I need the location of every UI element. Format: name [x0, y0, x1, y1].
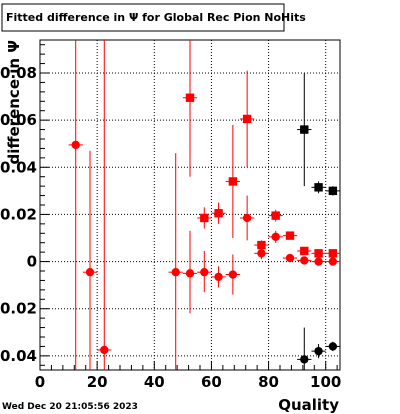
- data-point-square: [242, 114, 252, 124]
- y-axis-title: difference in Ψ: [5, 40, 23, 165]
- data-point-circle: [185, 269, 195, 278]
- data-point-square: [214, 209, 223, 218]
- data-point-circle: [242, 213, 252, 223]
- data-point-circle: [285, 253, 295, 263]
- data-point-square: [200, 213, 209, 223]
- data-point-circle: [328, 257, 338, 266]
- y-tick-label: 0: [27, 253, 37, 271]
- data-point-circle: [214, 272, 223, 282]
- y-tick-label: 0.04: [0, 158, 37, 176]
- data-point-square: [314, 249, 323, 258]
- data-point-circle: [200, 267, 209, 277]
- data-point-square: [271, 211, 280, 220]
- y-tick-label: -0.02: [0, 300, 37, 318]
- data-point-circle: [314, 346, 323, 356]
- title-frame: [1, 3, 285, 32]
- data-point-square: [300, 125, 309, 134]
- data-point-circle: [171, 267, 180, 277]
- x-tick-label: 20: [87, 373, 108, 391]
- data-point-circle: [271, 232, 280, 242]
- data-point-circle: [300, 256, 309, 265]
- x-tick-label: 60: [201, 373, 222, 391]
- y-tick-label: 0.02: [0, 205, 37, 223]
- data-point-square: [314, 183, 323, 192]
- data-point-circle: [314, 257, 323, 266]
- x-axis-title: Quality: [278, 396, 339, 414]
- x-tick-label: 40: [144, 373, 165, 391]
- x-tick-label: 80: [258, 373, 279, 391]
- y-tick-label: -0.04: [0, 347, 37, 365]
- data-point-square: [228, 177, 238, 186]
- data-point-square: [257, 240, 266, 250]
- data-point-circle: [100, 345, 109, 355]
- data-point-square: [328, 249, 338, 258]
- x-tick-label: 0: [35, 373, 45, 391]
- data-point-circle: [71, 140, 80, 150]
- data-points: [68, 40, 340, 370]
- title-box: Fitted difference in Ψ for Global Rec Pi…: [1, 3, 306, 32]
- data-point-square: [185, 93, 195, 102]
- chart-title: Fitted difference in Ψ for Global Rec Pi…: [6, 11, 306, 24]
- data-point-circle: [257, 249, 266, 258]
- data-point-circle: [328, 342, 338, 351]
- x-tick-label: 100: [310, 373, 341, 391]
- y-tick-label: 0.06: [0, 111, 37, 129]
- footer-timestamp: Wed Dec 20 21:05:56 2023: [2, 402, 138, 412]
- data-point-circle: [228, 270, 238, 279]
- data-point-square: [285, 231, 295, 240]
- data-point-square: [328, 186, 338, 196]
- data-point-square: [300, 246, 309, 256]
- y-tick-label: 0.08: [0, 64, 37, 82]
- axis-ticks: 0 20 40 60 80 100 -0.04 -0.02 0 0.02 0.04 0.06 0.08: [0, 44, 341, 391]
- data-point-circle: [85, 267, 95, 277]
- data-point-circle: [300, 355, 309, 364]
